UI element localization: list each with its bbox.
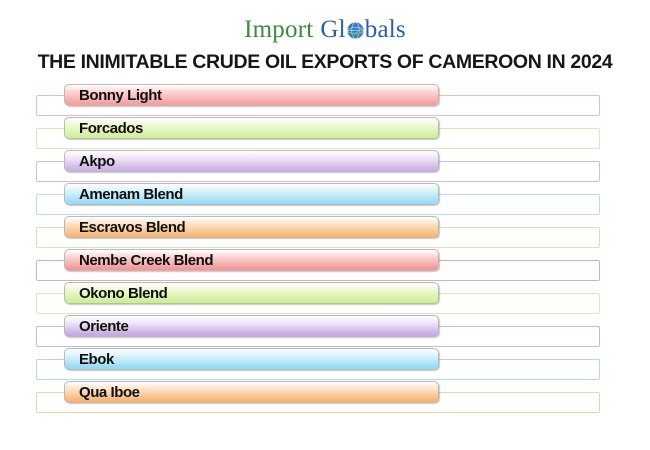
bar-row: Forcados: [0, 117, 650, 150]
bar-fill[interactable]: Okono Blend: [64, 282, 439, 304]
globe-icon: [346, 18, 365, 39]
bar-fill[interactable]: Oriente: [64, 315, 439, 337]
bar-row: Nembe Creek Blend: [0, 249, 650, 282]
bar-label: Escravos Blend: [79, 219, 186, 236]
bar-label: Ebok: [79, 351, 114, 368]
bar-label: Amenam Blend: [79, 186, 183, 203]
bar-row: Bonny Light: [0, 84, 650, 117]
bar-label: Akpo: [79, 153, 115, 170]
logo-text-gl: Gl: [320, 16, 346, 43]
bar-label: Bonny Light: [79, 87, 162, 104]
bar-label: Qua Iboe: [79, 384, 140, 401]
horizontal-bar-chart: Bonny Light Forcados Akpo Amenam Blend Escra…: [0, 84, 650, 424]
logo-text-import: Import: [244, 16, 314, 43]
bar-row: Oriente: [0, 315, 650, 348]
bar-label: Oriente: [79, 318, 129, 335]
bar-label: Okono Blend: [79, 285, 168, 302]
bar-row: Akpo: [0, 150, 650, 183]
bar-fill[interactable]: Akpo: [64, 150, 439, 172]
page-title: THE INIMITABLE CRUDE OIL EXPORTS OF CAME…: [37, 51, 613, 73]
bar-row: Okono Blend: [0, 282, 650, 315]
page-header: Import Gl bals THE INIMITABLE CRUDE OIL E…: [0, 0, 650, 74]
bar-fill[interactable]: Escravos Blend: [64, 216, 439, 238]
bar-row: Qua Iboe: [0, 381, 650, 414]
bar-fill[interactable]: Qua Iboe: [64, 381, 439, 403]
bar-fill[interactable]: Nembe Creek Blend: [64, 249, 439, 271]
bar-label: Nembe Creek Blend: [79, 252, 214, 269]
bar-fill[interactable]: Forcados: [64, 117, 439, 139]
bar-fill[interactable]: Amenam Blend: [64, 183, 439, 205]
logo-text-bals: bals: [364, 16, 406, 43]
bar-row: Amenam Blend: [0, 183, 650, 216]
bar-fill[interactable]: Bonny Light: [64, 84, 439, 106]
bar-label: Forcados: [79, 120, 143, 137]
bar-row: Escravos Blend: [0, 216, 650, 249]
brand-logo[interactable]: Import Gl bals: [244, 15, 406, 45]
bar-row: Ebok: [0, 348, 650, 381]
bar-fill[interactable]: Ebok: [64, 348, 439, 370]
